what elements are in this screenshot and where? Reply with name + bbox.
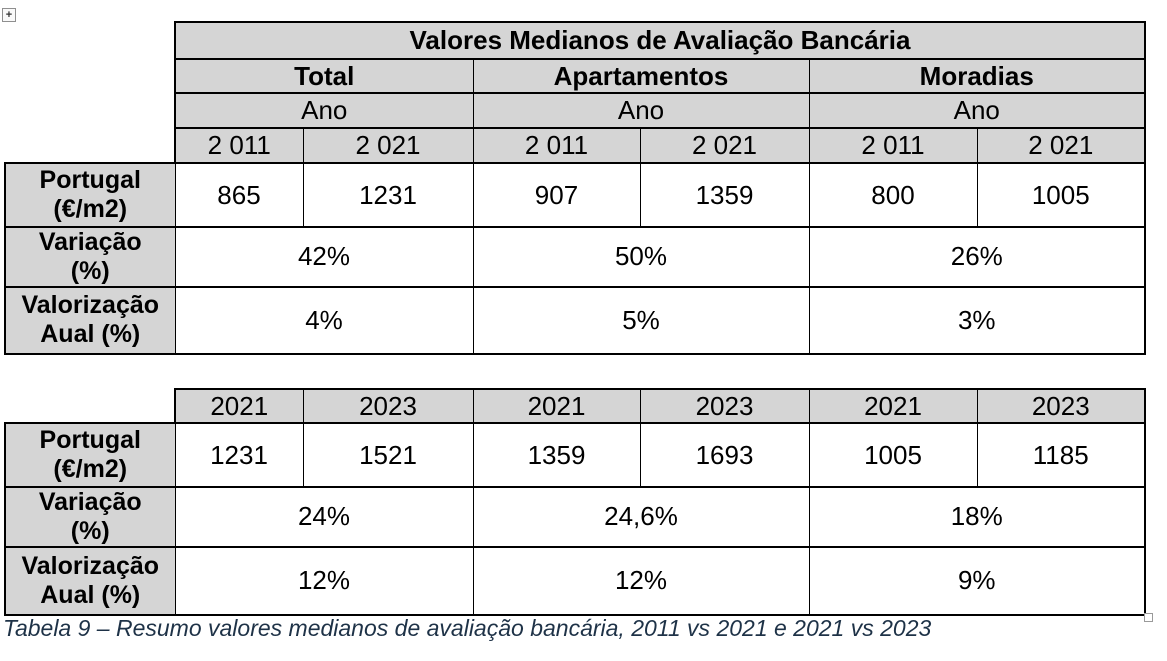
value-cell[interactable]: 1005 xyxy=(808,422,978,488)
year-cell[interactable]: 2 021 xyxy=(302,127,474,164)
year-cell[interactable]: 2 011 xyxy=(472,127,641,164)
table-title-cell[interactable]: Valores Medianos de Avaliação Bancária xyxy=(173,21,1147,60)
value-cell[interactable]: 18% xyxy=(808,486,1146,548)
row-label-portugal[interactable]: Portugal (€/m2) xyxy=(4,162,176,228)
row-label-line: Aual (%) xyxy=(40,320,141,348)
value-cell[interactable]: 800 xyxy=(808,162,978,228)
value-cell[interactable]: 1359 xyxy=(472,422,641,488)
value-cell[interactable]: 1231 xyxy=(302,162,474,228)
table-caption[interactable]: Tabela 9 – Resumo valores medianos de av… xyxy=(3,615,932,641)
value-cell[interactable]: 24,6% xyxy=(472,486,810,548)
value-cell[interactable]: 1231 xyxy=(174,422,304,488)
row-label-line: (€/m2) xyxy=(53,455,128,483)
year-cell[interactable]: 2023 xyxy=(302,388,474,424)
row-label-line: Portugal xyxy=(39,426,141,455)
value-cell[interactable]: 1521 xyxy=(302,422,474,488)
empty-corner-cell xyxy=(5,389,175,423)
ano-cell[interactable]: Ano xyxy=(472,92,810,129)
group-cell-apartamentos[interactable]: Apartamentos xyxy=(472,58,810,94)
row-label-portugal[interactable]: Portugal (€/m2) xyxy=(4,422,176,488)
table-move-handle[interactable]: + xyxy=(2,8,16,22)
value-cell[interactable]: 26% xyxy=(808,226,1147,288)
table-resize-handle[interactable] xyxy=(1144,613,1153,622)
year-cell[interactable]: 2021 xyxy=(174,388,304,424)
value-cell[interactable]: 9% xyxy=(808,545,1146,616)
group-cell-total[interactable]: Total xyxy=(174,58,474,94)
value-cell[interactable]: 24% xyxy=(174,486,474,548)
empty-corner-cell xyxy=(5,128,175,163)
empty-corner-cell xyxy=(5,59,175,93)
table-2011-2021: Valores Medianos de Avaliação Bancária T… xyxy=(4,21,1147,355)
row-label-line: (€/m2) xyxy=(53,195,128,223)
row-label-line: Valorização xyxy=(21,291,160,320)
row-label-valorizacao[interactable]: Valorização Aual (%) xyxy=(4,285,176,355)
value-cell[interactable]: 907 xyxy=(472,162,641,228)
ano-cell[interactable]: Ano xyxy=(808,92,1147,129)
row-label-line: Variação xyxy=(38,228,142,256)
value-cell[interactable]: 5% xyxy=(472,285,810,355)
value-cell[interactable]: 4% xyxy=(174,285,474,355)
row-label-valorizacao[interactable]: Valorização Aual (%) xyxy=(4,545,176,616)
value-cell[interactable]: 1693 xyxy=(639,422,810,488)
row-label-line: (%) xyxy=(70,516,110,545)
row-label-line: (%) xyxy=(70,256,110,285)
value-cell[interactable]: 1185 xyxy=(976,422,1146,488)
group-cell-moradias[interactable]: Moradias xyxy=(808,58,1147,94)
year-cell[interactable]: 2023 xyxy=(639,388,810,424)
empty-corner-cell xyxy=(5,93,175,128)
value-cell[interactable]: 1005 xyxy=(976,162,1147,228)
value-cell[interactable]: 12% xyxy=(174,545,474,616)
row-label-line: Portugal xyxy=(39,166,141,195)
year-cell[interactable]: 2023 xyxy=(976,388,1146,424)
value-cell[interactable]: 42% xyxy=(174,226,474,288)
year-cell[interactable]: 2 021 xyxy=(976,127,1147,164)
value-cell[interactable]: 12% xyxy=(472,545,810,616)
row-label-line: Variação xyxy=(38,488,142,516)
row-label-variacao[interactable]: Variação (%) xyxy=(4,226,176,288)
empty-corner-cell xyxy=(5,22,175,59)
ano-cell[interactable]: Ano xyxy=(174,92,474,129)
value-cell[interactable]: 1359 xyxy=(639,162,810,228)
year-cell[interactable]: 2021 xyxy=(472,388,641,424)
row-label-line: Aual (%) xyxy=(40,580,141,609)
move-cross-icon: + xyxy=(5,8,13,21)
year-cell[interactable]: 2 021 xyxy=(639,127,810,164)
value-cell[interactable]: 3% xyxy=(808,285,1147,355)
value-cell[interactable]: 50% xyxy=(472,226,810,288)
year-cell[interactable]: 2 011 xyxy=(808,127,978,164)
row-label-variacao[interactable]: Variação (%) xyxy=(4,486,176,548)
year-cell[interactable]: 2 011 xyxy=(174,127,304,164)
row-label-line: Valorização xyxy=(21,551,160,580)
value-cell[interactable]: 865 xyxy=(174,162,304,228)
table-2021-2023: 2021 2023 2021 2023 2021 2023 Portugal (… xyxy=(4,388,1146,616)
year-cell[interactable]: 2021 xyxy=(808,388,978,424)
